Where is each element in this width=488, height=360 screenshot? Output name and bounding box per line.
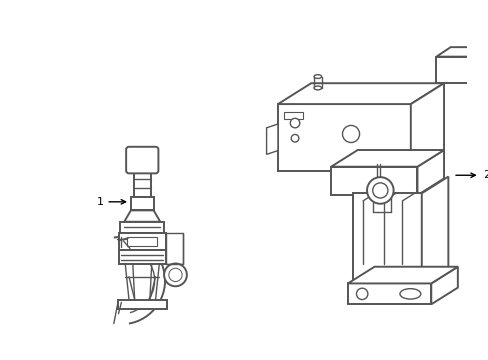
Polygon shape bbox=[124, 210, 160, 222]
Polygon shape bbox=[352, 193, 421, 288]
Bar bbox=[120, 222, 164, 233]
Circle shape bbox=[342, 125, 359, 143]
Polygon shape bbox=[417, 150, 443, 195]
Polygon shape bbox=[347, 267, 457, 283]
Bar bbox=[127, 237, 157, 247]
Text: 1: 1 bbox=[96, 197, 103, 207]
Circle shape bbox=[164, 264, 186, 286]
Circle shape bbox=[290, 118, 299, 128]
Bar bbox=[131, 197, 153, 210]
Bar bbox=[118, 250, 165, 264]
Polygon shape bbox=[277, 104, 410, 171]
Polygon shape bbox=[330, 150, 443, 167]
FancyBboxPatch shape bbox=[126, 147, 158, 174]
Circle shape bbox=[372, 183, 387, 198]
Bar bbox=[118, 233, 165, 250]
Polygon shape bbox=[266, 124, 277, 154]
Bar bbox=[165, 233, 183, 264]
Circle shape bbox=[291, 134, 298, 142]
Polygon shape bbox=[410, 83, 443, 171]
Polygon shape bbox=[330, 167, 417, 195]
Polygon shape bbox=[430, 267, 457, 304]
Polygon shape bbox=[421, 177, 447, 288]
Polygon shape bbox=[436, 57, 468, 83]
Bar bbox=[283, 112, 302, 119]
Polygon shape bbox=[468, 47, 483, 83]
Circle shape bbox=[356, 288, 367, 300]
Bar bbox=[133, 171, 150, 197]
Bar bbox=[117, 300, 166, 309]
Ellipse shape bbox=[313, 86, 321, 90]
Ellipse shape bbox=[313, 75, 321, 78]
Polygon shape bbox=[436, 47, 483, 57]
Circle shape bbox=[168, 268, 182, 282]
Polygon shape bbox=[277, 83, 443, 104]
Circle shape bbox=[366, 177, 393, 204]
Text: 2: 2 bbox=[483, 170, 488, 180]
Polygon shape bbox=[347, 283, 430, 304]
Ellipse shape bbox=[399, 289, 420, 299]
